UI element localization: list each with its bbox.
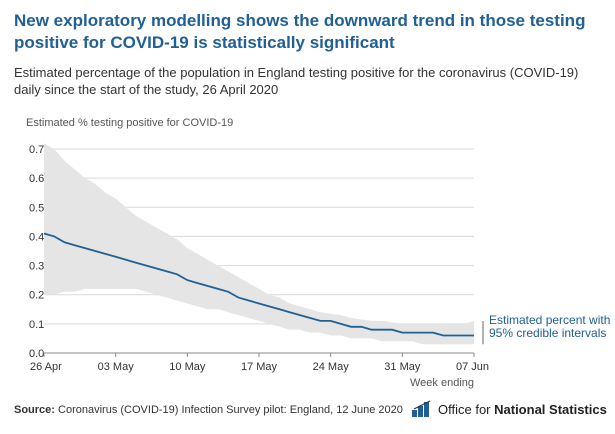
x-tick-label: 07 Jun xyxy=(456,361,489,373)
y-tick-label: 0.4 xyxy=(29,231,44,243)
x-tick-label: 26 Apr xyxy=(30,361,62,373)
ons-logo-icon xyxy=(412,400,431,417)
x-tick-label: 03 May xyxy=(98,361,135,373)
source-footer: Source: Coronavirus (COVID-19) Infection… xyxy=(14,404,403,416)
chart-headline: New exploratory modelling shows the down… xyxy=(14,11,586,52)
x-axis-label: Week ending xyxy=(410,377,474,389)
ons-logo[interactable]: Office for National Statistics xyxy=(412,400,607,418)
y-tick-label: 0.2 xyxy=(29,290,44,302)
y-tick-label: 0.0 xyxy=(29,348,44,360)
ons-logo-text: Office for National Statistics xyxy=(438,402,607,417)
x-tick-label: 31 May xyxy=(384,361,421,373)
axis-ticks: 0.0 0.1 0.2 0.3 0.4 0.5 0.6 0.7 26 Apr 03 May 10 M… xyxy=(29,144,489,373)
y-tick-label: 0.5 xyxy=(29,202,44,214)
x-tick-label: 10 May xyxy=(169,361,206,373)
estimate-line xyxy=(43,232,474,337)
legend-annotation: Estimated percent with 95% credible inte… xyxy=(489,313,611,340)
x-tick-label: 17 May xyxy=(241,361,278,373)
y-tick-label: 0.7 xyxy=(29,144,44,156)
y-tick-label: 0.3 xyxy=(29,261,44,273)
source-label: Source: xyxy=(14,404,55,416)
chart-subtitle: Estimated percentage of the population i… xyxy=(14,65,579,97)
y-axis-label: Estimated % testing positive for COVID-1… xyxy=(26,117,234,129)
y-tick-label: 0.6 xyxy=(29,173,44,185)
ons-logo-bold: National Statistics xyxy=(494,401,607,417)
credible-interval-band xyxy=(44,143,474,345)
ons-logo-prefix: Office for xyxy=(438,401,495,417)
x-tick-label: 24 May xyxy=(313,361,350,373)
y-tick-label: 0.1 xyxy=(29,319,44,331)
source-text: Coronavirus (COVID-19) Infection Survey … xyxy=(54,404,403,416)
